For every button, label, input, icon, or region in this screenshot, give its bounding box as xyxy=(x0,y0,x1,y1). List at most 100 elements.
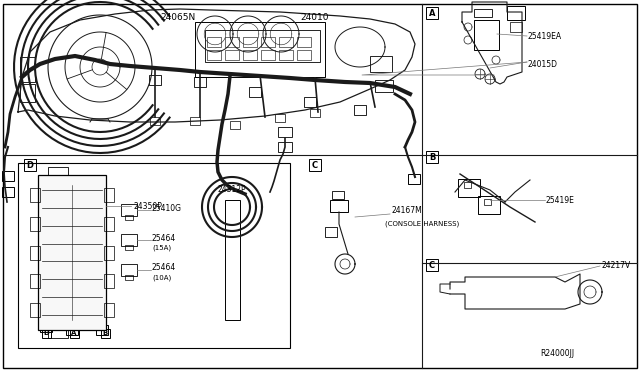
Bar xyxy=(149,75,161,85)
Text: B: B xyxy=(102,330,108,336)
Bar xyxy=(125,215,133,220)
Bar xyxy=(20,57,35,82)
Bar xyxy=(261,37,275,47)
Bar xyxy=(104,246,114,260)
Bar xyxy=(304,97,316,107)
Bar xyxy=(104,274,114,288)
Text: (10A): (10A) xyxy=(152,275,172,281)
Bar xyxy=(325,227,337,237)
Bar xyxy=(125,275,133,280)
Bar xyxy=(2,187,14,197)
Text: C: C xyxy=(312,160,318,170)
Bar xyxy=(484,199,491,205)
Bar xyxy=(426,151,438,163)
Text: 24350P: 24350P xyxy=(133,202,162,211)
Text: 25419E: 25419E xyxy=(546,196,575,205)
Text: 24010: 24010 xyxy=(300,13,328,22)
Bar xyxy=(261,50,275,60)
Bar xyxy=(30,274,40,288)
Bar xyxy=(70,328,79,337)
Text: 24217V: 24217V xyxy=(601,262,630,270)
Bar xyxy=(66,325,78,335)
Bar xyxy=(30,188,40,202)
Bar xyxy=(243,37,257,47)
Bar xyxy=(104,188,114,202)
Bar xyxy=(297,37,311,47)
Bar xyxy=(18,163,290,348)
Bar xyxy=(279,37,293,47)
Bar xyxy=(2,171,14,181)
Bar xyxy=(408,174,420,184)
Text: (CONSOLE HARNESS): (CONSOLE HARNESS) xyxy=(385,221,460,227)
Bar xyxy=(205,30,320,62)
Bar xyxy=(332,191,344,199)
Bar xyxy=(24,159,36,171)
Bar xyxy=(275,114,285,122)
Bar xyxy=(230,121,240,129)
Bar xyxy=(330,200,348,212)
Text: D: D xyxy=(43,330,49,336)
Text: 25419EA: 25419EA xyxy=(528,32,562,41)
Bar xyxy=(150,117,160,125)
Bar xyxy=(464,182,471,188)
Bar xyxy=(354,105,366,115)
Bar xyxy=(42,328,51,337)
Bar xyxy=(30,217,40,231)
Bar xyxy=(249,87,261,97)
Bar xyxy=(225,37,239,47)
Bar xyxy=(104,303,114,317)
Bar xyxy=(30,246,40,260)
Bar xyxy=(48,167,68,175)
Bar xyxy=(507,6,525,20)
Bar xyxy=(190,117,200,125)
Bar xyxy=(48,330,68,338)
Bar xyxy=(125,245,133,250)
Bar xyxy=(104,217,114,231)
Bar xyxy=(278,142,292,152)
Bar xyxy=(100,328,109,337)
Bar xyxy=(30,303,40,317)
Bar xyxy=(225,200,240,320)
Bar xyxy=(195,22,325,77)
Bar xyxy=(510,22,522,32)
Bar xyxy=(279,50,293,60)
Bar xyxy=(121,204,137,216)
Bar xyxy=(370,56,392,72)
Bar xyxy=(375,80,393,92)
Text: 24065N: 24065N xyxy=(160,13,195,22)
Text: D: D xyxy=(26,160,33,170)
Bar xyxy=(474,9,492,17)
Bar xyxy=(478,196,500,214)
Text: 25410G: 25410G xyxy=(152,203,182,212)
Text: 24167M: 24167M xyxy=(392,205,423,215)
Bar xyxy=(40,322,52,332)
Text: R24000JJ: R24000JJ xyxy=(540,350,574,359)
Bar xyxy=(38,175,106,330)
Text: A: A xyxy=(429,9,435,17)
Text: C: C xyxy=(429,260,435,269)
Bar xyxy=(121,234,137,246)
Bar xyxy=(207,37,221,47)
Bar xyxy=(207,50,221,60)
Bar xyxy=(278,127,292,137)
Bar xyxy=(426,7,438,19)
Text: B: B xyxy=(429,153,435,161)
Bar xyxy=(426,259,438,271)
Text: 25464: 25464 xyxy=(152,263,176,273)
Bar xyxy=(297,50,311,60)
Bar xyxy=(310,109,320,117)
Bar xyxy=(96,325,108,335)
Bar xyxy=(243,50,257,60)
Text: 24312P: 24312P xyxy=(218,185,246,193)
Bar xyxy=(458,179,480,197)
Text: (15A): (15A) xyxy=(152,245,171,251)
Bar xyxy=(474,20,499,50)
Bar xyxy=(194,77,206,87)
Bar xyxy=(121,264,137,276)
Bar xyxy=(20,84,35,102)
Text: 24015D: 24015D xyxy=(528,60,558,68)
Bar xyxy=(225,50,239,60)
Bar xyxy=(309,159,321,171)
Text: A: A xyxy=(71,330,77,336)
Text: 25464: 25464 xyxy=(152,234,176,243)
